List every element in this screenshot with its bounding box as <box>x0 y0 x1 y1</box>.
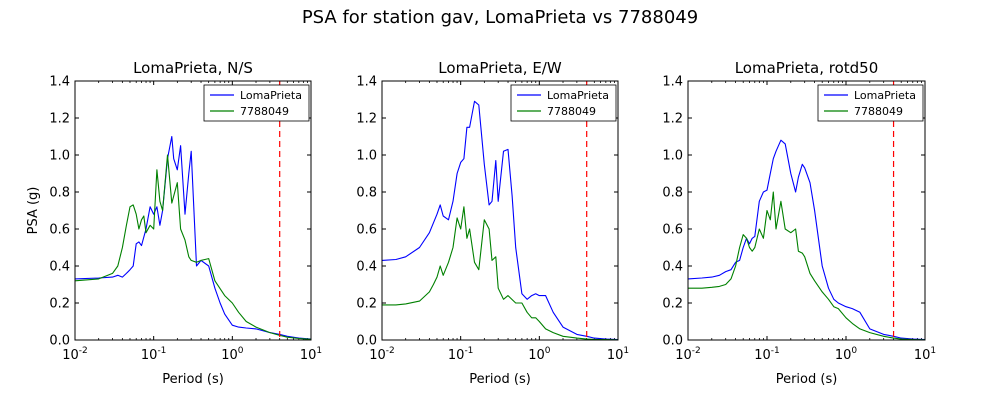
x-tick-label: 100 <box>528 346 551 363</box>
chart-title: LomaPrieta, rotd50 <box>735 59 879 77</box>
x-axis-label: Period (s) <box>469 372 531 387</box>
x-tick-label: 101 <box>607 346 629 363</box>
y-tick-label: 1.2 <box>49 112 70 127</box>
x-tick-label: 10-2 <box>62 346 88 363</box>
y-tick-label: 0.4 <box>662 260 683 275</box>
chart-panel-3: LomaPrieta, rotd50 10-2 10-1 100 101 0.0 0.2 0.… <box>662 59 936 387</box>
y-tick-label: 0.6 <box>662 223 683 238</box>
legend-box <box>510 84 617 122</box>
y-tick-label: 0.2 <box>49 297 70 312</box>
x-axis-label: Period (s) <box>776 372 838 387</box>
legend: LomaPrieta 7788049 <box>203 84 310 122</box>
y-tick-label: 1.4 <box>49 75 70 90</box>
x-tick-label: 101 <box>300 346 322 363</box>
chart-title: LomaPrieta, E/W <box>438 59 562 77</box>
y-tick-label: 1.0 <box>49 149 70 164</box>
chart-panel-1: LomaPrieta, N/S 10-2 10-1 100 101 0.0 0.2 0.4 0.… <box>26 59 322 387</box>
y-tick-label: 0.4 <box>356 260 377 275</box>
legend-label: LomaPrieta <box>854 89 916 102</box>
legend-label: 7788049 <box>854 105 903 118</box>
y-tick-label: 0.0 <box>662 334 683 349</box>
legend-label: LomaPrieta <box>547 89 609 102</box>
chart-panel-2: LomaPrieta, E/W 10-2 10-1 100 101 0.0 0.2 0.4 0.… <box>356 59 629 387</box>
y-tick-label: 0.8 <box>356 186 377 201</box>
y-tick-label: 1.2 <box>356 112 377 127</box>
series-line-7788049 <box>382 206 619 341</box>
x-tick-label: 10-1 <box>141 346 167 363</box>
x-tick-label: 100 <box>835 346 858 363</box>
x-tick-label: 10-2 <box>675 346 701 363</box>
x-tick-label: 10-1 <box>448 346 474 363</box>
y-axis-label: PSA (g) <box>26 187 41 235</box>
y-tick-label: 1.4 <box>356 75 377 90</box>
legend-label: 7788049 <box>240 105 289 118</box>
plot-frame <box>74 80 312 341</box>
y-tick-label: 0.8 <box>49 186 70 201</box>
legend: LomaPrieta 7788049 <box>817 84 924 122</box>
y-tick-label: 0.2 <box>662 297 683 312</box>
legend-label: LomaPrieta <box>240 89 302 102</box>
series-line-7788049 <box>688 191 926 341</box>
x-tick-label: 10-2 <box>369 346 395 363</box>
y-tick-label: 1.0 <box>662 149 683 164</box>
y-tick-label: 0.2 <box>356 297 377 312</box>
legend-box <box>203 84 310 122</box>
legend-label: 7788049 <box>547 105 596 118</box>
chart-title: LomaPrieta, N/S <box>133 59 253 77</box>
y-tick-label: 0.6 <box>356 223 377 238</box>
y-tick-label: 0.0 <box>356 334 377 349</box>
series-line-LomaPrieta <box>381 100 619 341</box>
y-tick-label: 0.6 <box>49 223 70 238</box>
x-tick-label: 100 <box>221 346 244 363</box>
series-line-LomaPrieta <box>74 135 312 340</box>
y-tick-label: 1.2 <box>662 112 683 127</box>
legend: LomaPrieta 7788049 <box>510 84 617 122</box>
plot-frame <box>381 80 619 341</box>
series-line-7788049 <box>74 154 312 340</box>
x-tick-label: 101 <box>914 346 936 363</box>
y-tick-label: 1.0 <box>356 149 377 164</box>
x-axis-label: Period (s) <box>162 372 224 387</box>
legend-box <box>817 84 924 122</box>
figure-title: PSA for station gav, LomaPrieta vs 77880… <box>302 7 698 28</box>
y-tick-label: 0.8 <box>662 186 683 201</box>
series-line-LomaPrieta <box>687 139 926 341</box>
y-tick-label: 0.0 <box>49 334 70 349</box>
x-tick-label: 10-1 <box>754 346 780 363</box>
y-tick-label: 0.4 <box>49 260 70 275</box>
y-tick-label: 1.4 <box>662 75 683 90</box>
plot-frame <box>687 80 926 341</box>
